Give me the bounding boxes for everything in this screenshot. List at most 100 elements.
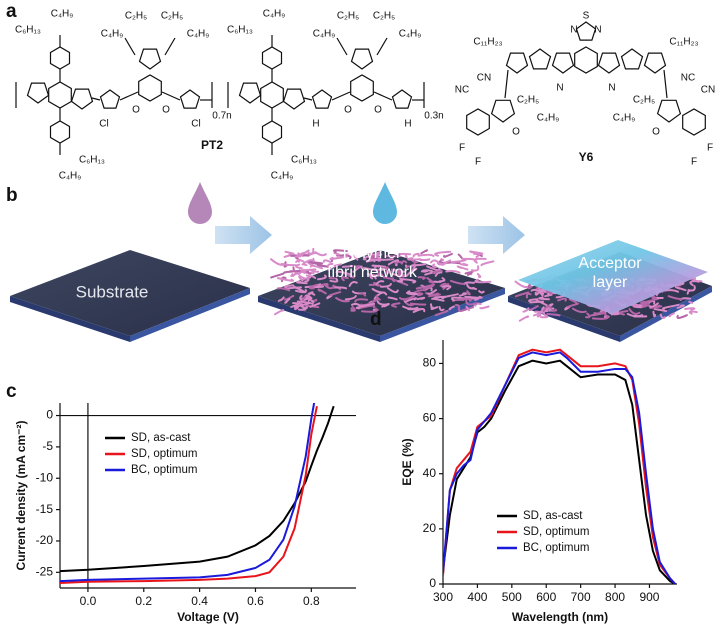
fibril	[397, 279, 404, 283]
fibril	[417, 292, 424, 297]
fibril	[295, 263, 303, 270]
fibril	[390, 272, 405, 278]
fibril	[456, 265, 469, 271]
fibril	[399, 278, 417, 284]
droplet	[373, 182, 397, 224]
fibril	[688, 310, 698, 315]
fibril	[474, 278, 492, 284]
bond	[161, 91, 181, 101]
y-axis-title: Current density (mA cm⁻²)	[14, 421, 28, 571]
bracket	[15, 82, 213, 108]
fibril	[464, 271, 473, 276]
fibril	[390, 302, 401, 308]
fibril	[667, 295, 683, 301]
fibril	[270, 272, 285, 279]
ring	[48, 81, 72, 109]
atom-label: C₆H₁₃	[227, 25, 253, 36]
fibril	[305, 294, 312, 299]
fibril	[676, 314, 688, 319]
fibril	[416, 296, 426, 301]
y-tick-label: -10	[36, 470, 54, 484]
fibril	[322, 259, 332, 263]
atom-label: C₄H₉	[271, 171, 294, 182]
fibril	[420, 284, 434, 290]
series-line	[60, 403, 316, 583]
fibril	[535, 299, 548, 307]
y-tick-label: 20	[423, 521, 437, 535]
fibril	[295, 280, 308, 285]
atom-label: H	[312, 119, 319, 130]
acceptor-label: Acceptor	[578, 255, 642, 272]
fibril	[317, 274, 327, 281]
fibril	[306, 275, 317, 281]
bond	[119, 91, 139, 101]
fibril	[525, 292, 532, 299]
x-axis-title: Voltage (V)	[177, 610, 239, 624]
fibril	[283, 269, 302, 274]
atom-label: C₂H₅	[373, 11, 395, 22]
ring	[682, 108, 706, 136]
x-tick-label: 900	[639, 590, 659, 604]
fibril	[359, 292, 367, 297]
fibril	[302, 263, 308, 267]
fibril	[332, 263, 343, 268]
bond	[376, 37, 388, 56]
fibril	[442, 283, 450, 290]
atom-label: C₄H₉	[313, 29, 336, 40]
fibril	[407, 257, 422, 261]
substrate-label: Substrate	[76, 282, 149, 301]
fibril	[445, 270, 461, 274]
y-tick-label: -15	[36, 502, 54, 516]
fibril	[361, 307, 378, 313]
fibril	[473, 252, 481, 258]
fibril	[348, 281, 358, 287]
fibril	[480, 260, 495, 267]
legend-label: SD, optimum	[523, 526, 589, 538]
fibril	[632, 303, 643, 309]
fibril	[476, 273, 482, 279]
x-tick-label: 500	[502, 590, 522, 604]
legend-label: SD, optimum	[131, 448, 197, 460]
fibril	[417, 253, 435, 257]
atom-label: C₄H₉	[59, 171, 82, 182]
bond	[164, 37, 176, 56]
fibril	[376, 272, 386, 279]
fibril	[309, 302, 321, 308]
atom-label: C₂H₅	[125, 11, 147, 22]
x-tick-label: 300	[433, 590, 453, 604]
fibril	[466, 290, 471, 296]
series-line	[60, 405, 318, 584]
atom-label: CN	[701, 85, 715, 96]
fibril	[377, 291, 388, 297]
fibril	[417, 276, 426, 280]
fibril	[546, 313, 561, 317]
atom-label: F	[691, 157, 697, 168]
fibril	[295, 259, 300, 263]
fibril	[688, 300, 694, 304]
fibril	[294, 302, 310, 309]
x-tick-label: 700	[571, 590, 591, 604]
fibril	[318, 282, 329, 287]
schematic: Substrate Polymer fibril network Accepto…	[10, 182, 712, 342]
atom-label: C₆H₁₃	[15, 25, 41, 36]
x-tick-label: 400	[467, 590, 487, 604]
fibril	[355, 265, 361, 269]
fibril	[653, 308, 668, 313]
atom-label: 0.3n	[424, 111, 443, 122]
y-tick-label: -20	[36, 533, 54, 547]
fibril	[376, 266, 389, 272]
fibril	[276, 277, 295, 282]
series-line	[60, 405, 335, 573]
polymer-label: Polymer	[343, 245, 402, 262]
fibril	[566, 302, 579, 308]
atom-label: C₁₁H₂₃	[669, 37, 698, 48]
fibril	[438, 277, 446, 283]
fibril	[328, 276, 336, 280]
substrate	[10, 250, 250, 336]
legend-label: BC, optimum	[131, 464, 197, 476]
fibril	[438, 259, 453, 264]
ring	[656, 99, 682, 123]
fibril	[300, 268, 317, 272]
atom-label: C₄H₉	[537, 113, 560, 124]
fibril	[412, 252, 420, 258]
